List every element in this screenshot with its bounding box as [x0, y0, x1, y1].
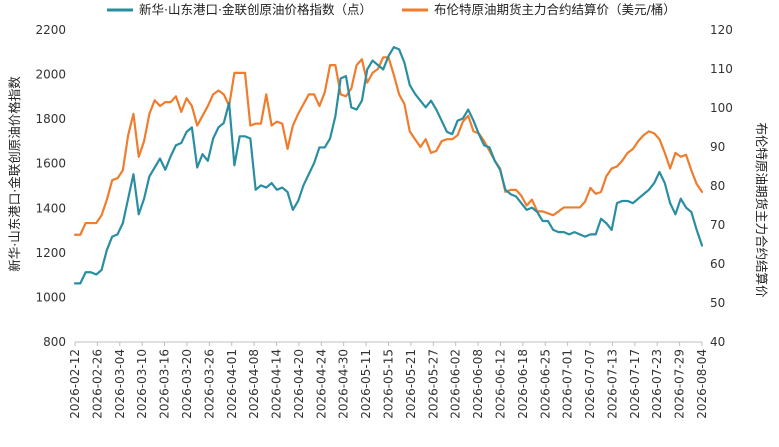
x-tick-label: 2026-05-27: [426, 349, 440, 419]
x-tick-label: 2026-07-23: [650, 349, 664, 419]
right-tick-label: 50: [710, 296, 725, 310]
x-tick-label: 2026-02-12: [68, 349, 82, 419]
right-tick-label: 110: [710, 62, 733, 76]
legend-label-index: 新华·山东港口·金联创原油价格指数（点）: [139, 2, 372, 17]
right-tick-label: 120: [710, 23, 733, 37]
x-tick-label: 2026-07-01: [561, 349, 575, 419]
right-axis-title: 布伦特原油期货主力合约结算价: [754, 122, 769, 298]
x-tick-label: 2026-03-16: [158, 349, 172, 419]
right-tick-label: 40: [710, 335, 725, 349]
x-tick-label: 2026-03-20: [180, 349, 194, 419]
left-tick-label: 1200: [35, 246, 66, 260]
right-tick-label: 70: [710, 218, 725, 232]
x-tick-label: 2026-07-13: [605, 349, 619, 419]
x-tick-label: 2026-05-11: [359, 349, 373, 419]
right-tick-label: 90: [710, 140, 725, 154]
x-tick-label: 2026-04-14: [270, 349, 284, 419]
x-tick-label: 2026-07-29: [673, 349, 687, 419]
legend-label-brent: 布伦特原油期货主力合约结算价（美元/桶）: [434, 2, 676, 17]
x-tick-label: 2026-07-07: [583, 349, 597, 419]
left-tick-label: 1600: [35, 157, 66, 171]
x-tick-label: 2026-06-12: [493, 349, 507, 419]
x-tick-label: 2026-06-25: [538, 349, 552, 419]
left-tick-label: 2000: [35, 68, 66, 82]
x-axis-ticks: 2026-02-12 2026-02-26 2026-03-04 2026-03-10…: [68, 342, 709, 419]
right-axis-ticks: 40 50 60 70 80 90 100 110 120: [710, 23, 733, 349]
legend: 新华·山东港口·金联创原油价格指数（点） 布伦特原油期货主力合约结算价（美元/桶…: [107, 2, 676, 17]
x-tick-label: 2026-03-26: [202, 349, 216, 419]
x-tick-label: 2026-04-30: [337, 349, 351, 419]
x-tick-label: 2026-04-01: [225, 349, 239, 419]
right-tick-label: 80: [710, 179, 725, 193]
x-tick-label: 2026-04-08: [247, 349, 261, 419]
left-tick-label: 1800: [35, 112, 66, 126]
series-line-brent: [73, 56, 704, 236]
left-tick-label: 1000: [35, 290, 66, 304]
x-tick-label: 2026-02-26: [90, 349, 104, 419]
series-lines: [73, 46, 704, 285]
x-tick-label: 2026-03-04: [113, 349, 127, 419]
x-tick-label: 2026-05-21: [404, 349, 418, 419]
x-tick-label: 2026-06-08: [471, 349, 485, 419]
right-tick-label: 60: [710, 257, 725, 271]
right-tick-label: 100: [710, 101, 733, 115]
x-tick-label: 2026-05-15: [382, 349, 396, 419]
x-tick-label: 2026-07-17: [628, 349, 642, 419]
x-tick-label: 2026-08-04: [695, 349, 709, 419]
left-tick-label: 1400: [35, 201, 66, 215]
x-tick-label: 2026-06-02: [449, 349, 463, 419]
x-tick-label: 2026-06-18: [516, 349, 530, 419]
x-tick-label: 2026-04-20: [292, 349, 306, 419]
left-tick-label: 800: [43, 335, 66, 349]
series-line-index: [73, 46, 704, 285]
left-axis-ticks: 800 1000 1200 1400 1600 1800 2000 2200: [35, 23, 66, 349]
left-tick-label: 2200: [35, 23, 66, 37]
left-axis-title: 新华·山东港口·金联创原油价格指数: [7, 76, 22, 272]
x-tick-label: 2026-03-10: [135, 349, 149, 419]
x-tick-label: 2026-04-24: [314, 349, 328, 419]
